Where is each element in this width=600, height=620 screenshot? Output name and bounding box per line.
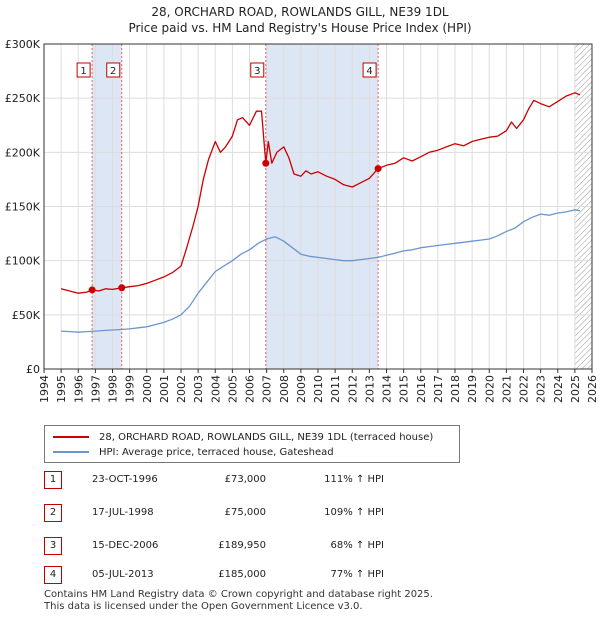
transaction-price: £189,950 [218,540,266,551]
y-tick-label: £150K [5,201,41,214]
table-row: 3 15-DEC-2006 £189,950 68% ↑ HPI [44,537,404,555]
transaction-price: £73,000 [224,474,266,485]
x-tick-label: 2021 [500,375,513,403]
x-tick-label: 2022 [518,375,531,403]
transaction-price: £75,000 [224,507,266,518]
y-tick-label: £300K [5,38,41,51]
footer-licence: This data is licensed under the Open Gov… [44,601,363,612]
y-tick-label: £200K [5,146,41,159]
price-chart: 28, ORCHARD ROAD, ROWLANDS GILL, NE39 1D… [5,5,599,403]
chart-subtitle: Price paid vs. HM Land Registry's House … [128,21,471,35]
series-group [60,92,581,333]
x-tick-label: 1997 [89,375,102,403]
sale-point [118,284,126,292]
legend-label-hpi: HPI: Average price, terraced house, Gate… [99,446,334,458]
x-tick-label: 2013 [363,375,376,403]
footer-copyright: Contains HM Land Registry data © Crown c… [44,589,433,600]
transaction-date: 15-DEC-2006 [92,540,159,551]
x-tick-label: 2017 [432,375,445,403]
table-row: 1 23-OCT-1996 £73,000 111% ↑ HPI [44,471,404,489]
x-tick-label: 2001 [158,375,171,403]
sale-point [374,165,382,173]
x-tick-label: 2004 [209,375,222,403]
x-tick-label: 2006 [244,375,257,403]
x-tick-label: 2024 [552,375,565,403]
property-price-line [60,92,581,294]
transaction-number: 1 [44,471,62,489]
table-row: 4 05-JUL-2013 £185,000 77% ↑ HPI [44,566,404,584]
x-tick-label: 2007 [261,375,274,403]
transaction-number: 3 [44,537,62,555]
legend-item-hpi: HPI: Average price, terraced house, Gate… [53,445,334,459]
transaction-hpi: 111% ↑ HPI [324,474,384,485]
sale-label: 3 [254,66,260,77]
plot-frame [43,43,593,370]
transaction-number: 4 [44,566,62,584]
transaction-number: 2 [44,504,62,522]
transaction-hpi: 68% ↑ HPI [330,540,384,551]
x-tick-label: 2018 [449,375,462,403]
sale-label-box [76,62,91,78]
sale-label-box [106,62,121,78]
transaction-date: 05-JUL-2013 [92,569,154,580]
legend-line-hpi [53,451,89,453]
x-tick-label: 2000 [141,375,154,403]
x-tick-label: 1999 [124,375,137,403]
y-tick-label: £250K [5,92,41,105]
x-tick-label: 2010 [312,375,325,403]
x-tick-label: 2009 [295,375,308,403]
sale-point [88,286,96,294]
legend-label-property: 28, ORCHARD ROAD, ROWLANDS GILL, NE39 1D… [99,431,434,443]
sale-label-box [250,62,265,78]
sale-point [262,159,270,167]
transaction-hpi: 77% ↑ HPI [330,569,384,580]
table-row: 2 17-JUL-1998 £75,000 109% ↑ HPI [44,504,404,522]
y-tick-label: £100K [5,255,41,268]
x-tick-label: 2019 [466,375,479,403]
legend-item-property: 28, ORCHARD ROAD, ROWLANDS GILL, NE39 1D… [53,430,433,444]
x-tick-label: 2023 [535,375,548,403]
x-tick-label: 2026 [586,375,599,403]
sale-label: 1 [80,66,86,77]
x-tick-label: 2005 [226,375,239,403]
transaction-date: 23-OCT-1996 [92,474,158,485]
x-tick-label: 2003 [192,375,205,403]
transaction-date: 17-JUL-1998 [92,507,154,518]
sale-label-box [362,62,377,78]
x-tick-label: 1996 [72,375,85,403]
x-tick-label: 2020 [483,375,496,403]
x-tick-label: 2014 [381,375,394,403]
chart-title: 28, ORCHARD ROAD, ROWLANDS GILL, NE39 1D… [151,5,449,19]
transaction-hpi: 109% ↑ HPI [324,507,384,518]
x-tick-label: 1995 [55,375,68,403]
x-tick-label: 2002 [175,375,188,403]
y-tick-label: £50K [12,309,41,322]
x-tick-label: 2025 [569,375,582,403]
x-tick-label: 1998 [107,375,120,403]
footer: Contains HM Land Registry data © Crown c… [44,589,433,613]
y-tick-label: £0 [26,363,40,376]
x-tick-label: 2011 [329,375,342,403]
sale-label: 4 [366,66,372,77]
x-tick-label: 1994 [38,375,51,403]
legend: 28, ORCHARD ROAD, ROWLANDS GILL, NE39 1D… [44,425,460,463]
hpi-line [61,209,581,333]
x-tick-label: 2008 [278,375,291,403]
x-tick-label: 2016 [415,375,428,403]
legend-line-property [53,436,89,438]
transaction-price: £185,000 [218,569,266,580]
x-tick-label: 2012 [346,375,359,403]
x-tick-label: 2015 [398,375,411,403]
sale-label: 2 [110,66,116,77]
